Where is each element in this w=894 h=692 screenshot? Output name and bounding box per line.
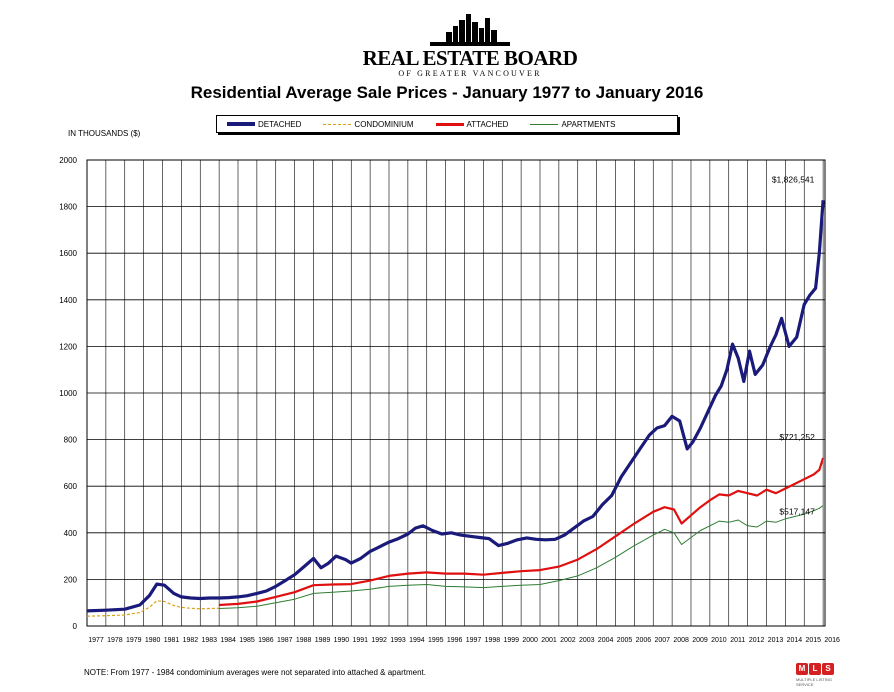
chart-title: Residential Average Sale Prices - Januar…: [190, 83, 704, 102]
x-tick-label: 2016: [824, 637, 840, 644]
x-tick-label: 1986: [258, 637, 274, 644]
y-tick-label: 200: [64, 575, 78, 584]
y-tick-label: 800: [64, 436, 78, 445]
value-annotation: $721,252: [779, 432, 815, 442]
x-tick-label: 1983: [201, 637, 217, 644]
legend-label-detached: DETACHED: [258, 119, 302, 129]
legend-swatch-attached: [435, 122, 464, 126]
x-tick-label: 1992: [371, 637, 387, 644]
logo: REAL ESTATE BOARD OF GREATER VANCOUVER: [360, 12, 580, 78]
legend-item-condominium: CONDOMINIUM: [323, 119, 414, 129]
x-tick-label: 2011: [730, 637, 745, 644]
y-tick-label: 0: [73, 622, 78, 631]
value-annotation: $1,826,541: [772, 174, 815, 184]
x-tick-label: 2003: [579, 637, 595, 644]
x-tick-label: 1999: [503, 637, 519, 644]
x-tick-label: 1978: [107, 637, 123, 644]
y-tick-label: 2000: [59, 156, 77, 165]
legend-label-apartments: APARTMENTS: [561, 119, 616, 129]
x-tick-label: 1993: [390, 637, 406, 644]
x-tick-label: 2007: [654, 637, 670, 644]
y-axis-units-label: IN THOUSANDS ($): [68, 129, 141, 138]
x-tick-label: 2012: [749, 637, 765, 644]
y-tick-label: 1800: [59, 203, 77, 212]
y-tick-label: 600: [64, 482, 78, 491]
legend-swatch-condominium: [323, 123, 352, 125]
logo-subtitle: OF GREATER VANCOUVER: [398, 69, 542, 78]
x-tick-label: 2005: [617, 637, 633, 644]
x-tick-label: 2002: [560, 637, 576, 644]
x-tick-label: 2008: [673, 637, 689, 644]
x-tick-label: 1995: [428, 637, 444, 644]
series-line-attached: [219, 457, 825, 607]
x-tick-label: 1998: [485, 637, 501, 644]
x-tick-label: 1979: [126, 637, 142, 644]
x-tick-label: 1997: [466, 637, 482, 644]
x-tick-label: 1990: [334, 637, 350, 644]
x-tick-label: 2013: [768, 637, 784, 644]
skyline-icon: [430, 14, 510, 46]
series-line-condominium: [86, 600, 220, 617]
legend-swatch-detached: [227, 122, 255, 126]
x-tick-label: 1984: [220, 637, 236, 644]
x-tick-label: 2006: [636, 637, 652, 644]
x-tick-label: 1994: [409, 637, 425, 644]
mls-letter-s: S: [822, 663, 834, 675]
y-tick-label: 1400: [59, 296, 77, 305]
x-tick-label: 1987: [277, 637, 293, 644]
x-tick-label: 2015: [805, 637, 821, 644]
legend-label-attached: ATTACHED: [466, 119, 509, 129]
y-tick-label: 1000: [59, 389, 77, 398]
x-tick-label: 2000: [522, 637, 538, 644]
logo-name: REAL ESTATE BOARD: [362, 46, 578, 70]
x-tick-label: 2001: [541, 637, 557, 644]
x-tick-label: 2014: [787, 637, 803, 644]
x-tick-label: 1989: [315, 637, 331, 644]
x-tick-label: 1985: [239, 637, 255, 644]
x-tick-label: 1988: [296, 637, 312, 644]
x-tick-label: 2010: [711, 637, 727, 644]
x-tick-label: 1982: [183, 637, 199, 644]
y-tick-label: 1200: [59, 342, 77, 351]
x-tick-label: 2004: [598, 637, 614, 644]
x-tick-label: 1980: [145, 637, 161, 644]
series-line-apartments: [219, 505, 824, 609]
legend: DETACHED CONDOMINIUM ATTACHED APARTMENTS: [216, 115, 678, 133]
x-tick-label: 1981: [164, 637, 180, 644]
footnote: NOTE: From 1977 - 1984 condominium avera…: [84, 668, 426, 677]
x-tick-label: 1996: [447, 637, 463, 644]
mls-letter-l: L: [809, 663, 821, 675]
legend-item-apartments: APARTMENTS: [530, 120, 615, 129]
legend-swatch-apartments: [530, 123, 559, 125]
mls-tagline: MULTIPLE LISTING SERVICE: [796, 677, 832, 687]
legend-item-detached: DETACHED: [227, 120, 301, 129]
value-annotation: $517,147: [779, 507, 815, 517]
x-tick-label: 1991: [352, 637, 368, 644]
x-tick-label: 1977: [88, 637, 104, 644]
mls-letter-m: M: [796, 663, 808, 675]
series-line-detached: [86, 200, 825, 613]
y-tick-label: 400: [64, 529, 78, 538]
legend-item-attached: ATTACHED: [435, 119, 509, 129]
y-tick-label: 1600: [59, 249, 77, 258]
legend-label-condominium: CONDOMINIUM: [354, 119, 414, 129]
x-tick-label: 2009: [692, 637, 708, 644]
